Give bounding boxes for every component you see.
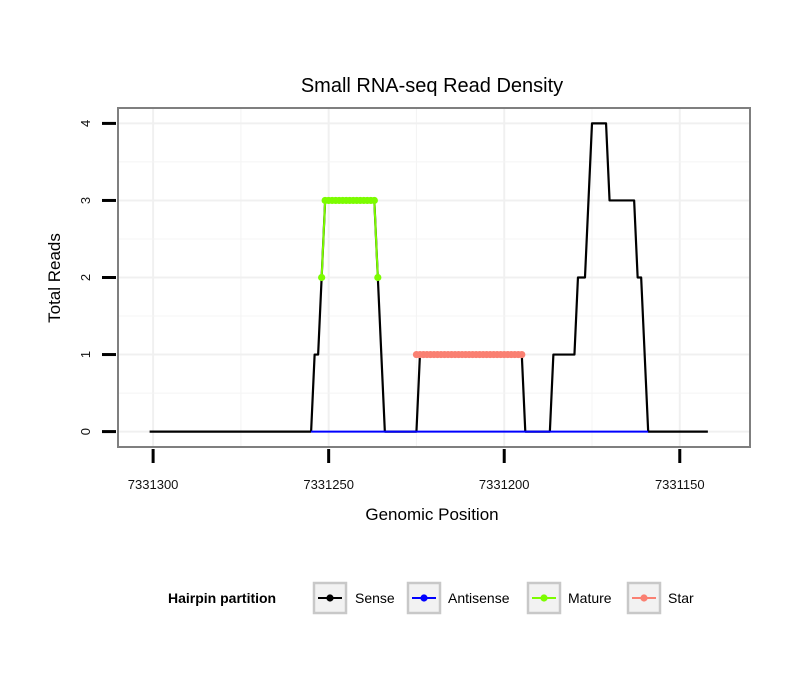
mature-point	[370, 196, 378, 205]
legend-key-point	[326, 594, 334, 602]
plot-panel-border	[117, 107, 751, 448]
legend-label-mature: Mature	[568, 590, 612, 606]
chart-title: Small RNA-seq Read Density	[301, 75, 563, 97]
y-axis: 0 1 2 3 4	[78, 120, 116, 435]
legend-title: Hairpin partition	[168, 590, 276, 606]
legend-label-sense: Sense	[355, 590, 395, 606]
legend-key-point	[420, 594, 428, 602]
legend-key-mature	[526, 581, 562, 615]
legend-label-star: Star	[668, 590, 694, 606]
legend: Hairpin partition Sense Antisense Mature St…	[168, 581, 694, 615]
legend-key-point	[540, 594, 548, 602]
y-tick-label: 0	[78, 428, 93, 435]
x-axis-label: Genomic Position	[365, 505, 498, 524]
mature-point	[318, 273, 326, 282]
legend-key-point	[640, 594, 648, 602]
series-layer	[149, 122, 708, 433]
x-axis: 7331300 7331250 7331200 7331150	[128, 449, 705, 492]
y-tick-label: 3	[78, 197, 93, 204]
y-tick-label: 1	[78, 351, 93, 358]
x-tick-label: 7331300	[128, 477, 179, 492]
legend-key-sense	[312, 581, 348, 615]
mature-point	[374, 273, 382, 282]
grid	[118, 108, 750, 447]
legend-key-antisense	[406, 581, 442, 615]
y-axis-label: Total Reads	[45, 233, 64, 323]
x-tick-label: 7331250	[303, 477, 354, 492]
legend-key-star	[626, 581, 662, 615]
y-tick-label: 2	[78, 274, 93, 281]
x-tick-label: 7331150	[655, 477, 705, 492]
y-tick-label: 4	[78, 120, 93, 127]
legend-label-antisense: Antisense	[448, 590, 510, 606]
star-point	[518, 350, 526, 359]
x-tick-label: 7331200	[479, 477, 530, 492]
